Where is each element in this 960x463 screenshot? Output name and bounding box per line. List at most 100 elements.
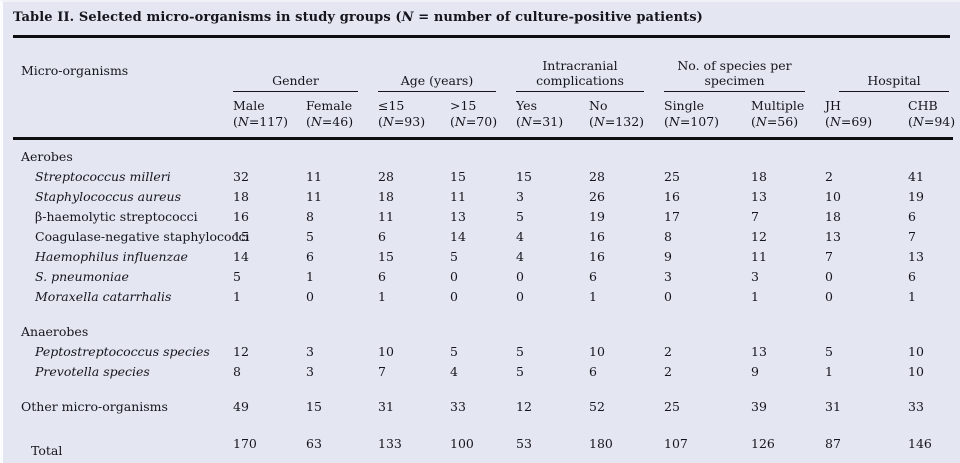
cell-value: 49: [233, 399, 249, 414]
cell-value: 5: [450, 249, 458, 264]
col-header-multiple: Multiple (N=56): [751, 92, 826, 140]
cell-value: 5: [516, 344, 524, 359]
cell-value: 15: [233, 229, 249, 244]
table-row-haemolytic-streptococci: β-haemolytic streptococci 16 8 11 13 5 19 17 7 18…: [13, 207, 953, 227]
table-row-coagulase-negative-staphylococci: Coagulase-negative staphylococci 15 5 6 14 4 1…: [13, 227, 953, 247]
cell-value: 1: [825, 364, 833, 379]
cell-value: 15: [378, 249, 394, 264]
cell-value: 0: [825, 289, 833, 304]
table-row-other-micro-organisms: Other micro-organisms 49 15 31 33 12 52 25 39 31 3…: [13, 397, 953, 417]
cell-value: 18: [233, 189, 249, 204]
cell-value: 1: [233, 289, 241, 304]
cell-value: 18: [378, 189, 394, 204]
cell-value: 39: [751, 399, 767, 414]
cell-value: 6: [306, 249, 314, 264]
cell-value: 53: [516, 417, 589, 463]
table-row-s-pneumoniae: S. pneumoniae 5 1 6 0 0 6 3 3 0 6: [13, 267, 953, 287]
cell-value: 3: [306, 344, 314, 359]
cell-value: 6: [589, 269, 597, 284]
cell-value: 16: [233, 209, 249, 224]
cell-value: 5: [450, 344, 458, 359]
table-row-haemophilus-influenzae: Haemophilus influenzae 14 6 15 5 4 16 9 11 7 13: [13, 247, 953, 267]
col-header-chb: CHB (N=94): [908, 92, 955, 140]
cell-value: 9: [664, 249, 672, 264]
cell-value: 18: [825, 209, 841, 224]
col-header-15: ≤15 (N=93): [378, 92, 450, 140]
cell-value: 11: [306, 169, 322, 184]
cell-value: 1: [378, 289, 386, 304]
cell-value: 10: [825, 189, 841, 204]
cell-value: 63: [306, 417, 378, 463]
cell-value: [751, 322, 825, 342]
cell-value: 13: [825, 229, 841, 244]
cell-value: [450, 322, 516, 342]
cell-value: 5: [306, 229, 314, 244]
cell-value: 1: [908, 289, 916, 304]
cell-value: 0: [664, 289, 672, 304]
cell-value: 12: [233, 344, 249, 359]
row-label: Other micro-organisms: [21, 399, 168, 414]
cell-value: 15: [306, 399, 322, 414]
cell-value: 16: [664, 189, 680, 204]
cell-value: 5: [233, 269, 241, 284]
cell-value: 8: [664, 229, 672, 244]
table-row-anaerobes: Anaerobes: [13, 322, 953, 342]
table-row-aerobes: Aerobes: [13, 139, 953, 168]
row-label: β-haemolytic streptococci: [35, 209, 198, 224]
cell-value: 26: [589, 189, 605, 204]
cell-value: [825, 322, 908, 342]
row-label: Streptococcus milleri: [35, 169, 171, 184]
cell-value: 14: [450, 229, 466, 244]
table-title-text: Table II. Selected micro-organisms in st…: [13, 10, 402, 25]
cell-value: [908, 139, 953, 168]
cell-value: 18: [751, 169, 767, 184]
row-label: Staphylococcus aureus: [35, 189, 181, 204]
cell-value: [378, 139, 450, 168]
cell-value: 7: [378, 364, 386, 379]
cell-value: [664, 139, 751, 168]
column-header-micro-organisms: Micro-organisms: [13, 38, 233, 140]
cell-value: 107: [664, 417, 751, 463]
row-label: Aerobes: [21, 149, 73, 164]
col-header-male: Male (N=117): [233, 92, 306, 140]
cell-value: 3: [664, 269, 672, 284]
cell-value: 13: [751, 189, 767, 204]
table-header: Micro-organisms Gender Age (years) Intracr…: [13, 38, 955, 140]
cell-value: 0: [306, 289, 314, 304]
cell-value: 31: [378, 399, 394, 414]
cell-value: 10: [378, 344, 394, 359]
cell-value: 100: [450, 417, 516, 463]
cell-value: 31: [825, 399, 841, 414]
spacer-row: [13, 382, 953, 397]
cell-value: 5: [825, 344, 833, 359]
cell-value: 133: [378, 417, 450, 463]
table-row-total: Total 170 63 133 100 53 180 107 126 87 146: [13, 417, 954, 463]
cell-value: 4: [516, 249, 524, 264]
cell-value: 10: [589, 344, 605, 359]
cell-value: 25: [664, 399, 680, 414]
cell-value: [664, 322, 751, 342]
cell-value: [233, 139, 306, 168]
cell-value: 1: [751, 289, 759, 304]
cell-value: 5: [516, 364, 524, 379]
cell-value: 11: [306, 189, 322, 204]
table-row-streptococcus-milleri: Streptococcus milleri 32 11 28 15 15 28 25 18 2 41: [13, 167, 953, 187]
table-row-prevotella-species: Prevotella species 8 3 7 4 5 6 2 9 1 10: [13, 362, 953, 382]
cell-value: 1: [306, 269, 314, 284]
cell-value: [306, 139, 378, 168]
cell-value: 6: [378, 269, 386, 284]
cell-value: 1: [589, 289, 597, 304]
cell-value: 19: [589, 209, 605, 224]
col-header-15: >15 (N=70): [450, 92, 516, 140]
cell-value: 28: [589, 169, 605, 184]
cell-value: [516, 322, 589, 342]
cell-value: [516, 139, 589, 168]
sub-header-row: Male (N=117) Female (N=46) ≤15 (N=93) >15 (N=70…: [13, 92, 955, 140]
cell-value: 7: [751, 209, 759, 224]
cell-value: 8: [306, 209, 314, 224]
cell-value: 52: [589, 399, 605, 414]
cell-value: 15: [516, 169, 532, 184]
col-header-jh: JH (N=69): [825, 92, 909, 140]
group-header-age-years: Age (years): [378, 38, 516, 92]
